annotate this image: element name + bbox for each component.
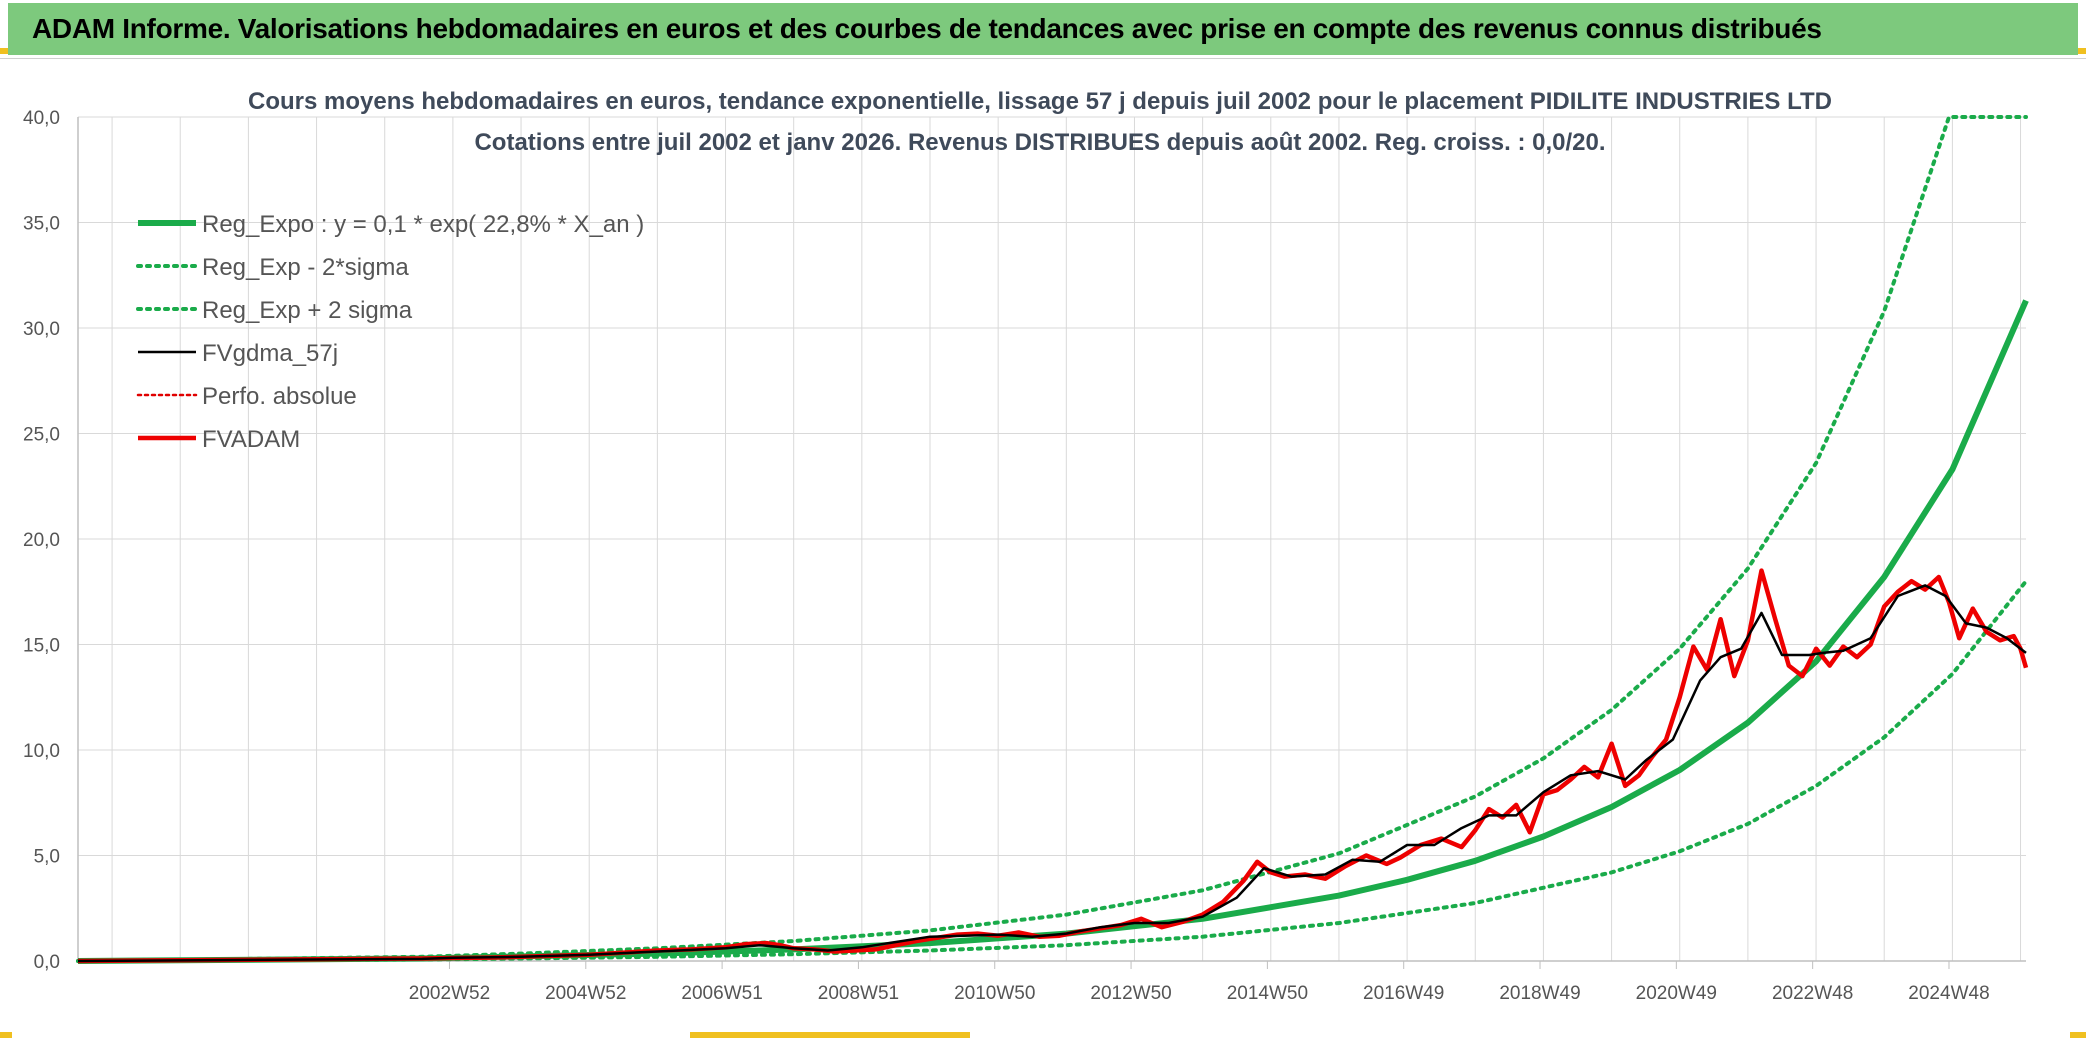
- x-tick-label: 2018W49: [1499, 983, 1580, 1004]
- y-tick-label: 0,0: [34, 952, 60, 973]
- y-tick-label: 10,0: [23, 741, 60, 762]
- chart-area: 0,0 5,0 10,0 15,0 20,0 25,0 30,0 35,0 40,0 2002W5…: [0, 58, 2086, 1039]
- series-layer: [76, 115, 2029, 964]
- x-tick-label: 2004W52: [545, 983, 626, 1004]
- x-tick-label: 2020W49: [1636, 983, 1717, 1004]
- header-bar: ADAM Informe. Valorisations hebdomadaire…: [8, 3, 2078, 55]
- grid-layer: [78, 116, 2026, 962]
- x-tick-label: 2022W48: [1772, 983, 1853, 1004]
- bottom-left-accent: [0, 1032, 12, 1038]
- chart-title: Cours moyens hebdomadaires en euros, ten…: [248, 88, 1832, 115]
- legend-label-reg-plus: Reg_Exp + 2 sigma: [202, 297, 413, 324]
- x-tick-label: 2024W48: [1908, 983, 1989, 1004]
- series-line-fvgdma: [77, 584, 2027, 963]
- series-line-fvadam: [77, 568, 2029, 964]
- legend-label-reg-minus: Reg_Exp - 2*sigma: [202, 254, 409, 281]
- y-tick-label: 25,0: [23, 425, 60, 446]
- y-tick-label: 35,0: [23, 214, 60, 235]
- x-tick-label: 2008W51: [818, 983, 899, 1004]
- y-tick-label: 40,0: [23, 108, 60, 129]
- bottom-mid-accent: [690, 1032, 970, 1038]
- x-tick-label: 2016W49: [1363, 983, 1444, 1004]
- chart-subtitle: Cotations entre juil 2002 et janv 2026. …: [474, 129, 1605, 156]
- y-tick-label: 5,0: [34, 847, 60, 868]
- series-line-reg-expo: [77, 299, 2029, 964]
- legend-label-reg-expo: Reg_Expo : y = 0,1 * exp( 22,8% * X_an ): [202, 211, 644, 238]
- legend-label-fvadam: FVADAM: [202, 426, 300, 453]
- x-tick-label: 2002W52: [409, 983, 490, 1004]
- y-tick-label: 20,0: [23, 530, 60, 551]
- y-tick-label: 15,0: [23, 636, 60, 657]
- legend-label-fvgdma: FVgdma_57j: [202, 340, 338, 367]
- x-tick-label: 2012W50: [1090, 983, 1171, 1004]
- x-tick-label: 2006W51: [681, 983, 762, 1004]
- bottom-right-accent: [2070, 1032, 2086, 1038]
- right-corner-accent: [2076, 48, 2086, 54]
- axis-layer: 0,0 5,0 10,0 15,0 20,0 25,0 30,0 35,0 40,0 2002W5…: [23, 108, 2026, 1004]
- x-tick-label: 2014W50: [1227, 983, 1308, 1004]
- y-tick-label: 30,0: [23, 319, 60, 340]
- legend: Reg_Expo : y = 0,1 * exp( 22,8% * X_an )…: [136, 211, 644, 453]
- series-line-reg-plus: [76, 115, 2028, 963]
- x-tick-label: 2010W50: [954, 983, 1035, 1004]
- series-line-reg-minus: [76, 579, 2028, 963]
- header-title: ADAM Informe. Valorisations hebdomadaire…: [32, 13, 1822, 44]
- chart-svg: 0,0 5,0 10,0 15,0 20,0 25,0 30,0 35,0 40,0 2002W5…: [23, 88, 2029, 1004]
- left-corner-accent: [0, 48, 10, 54]
- legend-label-perfo: Perfo. absolue: [202, 383, 357, 410]
